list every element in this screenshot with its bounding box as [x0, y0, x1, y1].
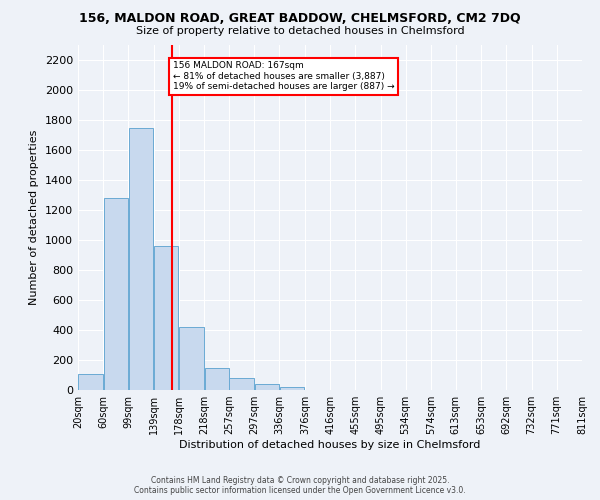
Bar	[154, 246, 178, 390]
Y-axis label: Number of detached properties: Number of detached properties	[29, 130, 40, 305]
Bar	[129, 128, 154, 390]
Bar	[79, 374, 103, 390]
Bar	[229, 378, 254, 390]
Bar	[104, 198, 128, 390]
Text: Size of property relative to detached houses in Chelmsford: Size of property relative to detached ho…	[136, 26, 464, 36]
Text: 156, MALDON ROAD, GREAT BADDOW, CHELMSFORD, CM2 7DQ: 156, MALDON ROAD, GREAT BADDOW, CHELMSFO…	[79, 12, 521, 26]
Bar	[205, 368, 229, 390]
Text: Contains HM Land Registry data © Crown copyright and database right 2025.
Contai: Contains HM Land Registry data © Crown c…	[134, 476, 466, 495]
Text: 156 MALDON ROAD: 167sqm
← 81% of detached houses are smaller (3,887)
19% of semi: 156 MALDON ROAD: 167sqm ← 81% of detache…	[173, 62, 395, 92]
Bar	[280, 387, 304, 390]
X-axis label: Distribution of detached houses by size in Chelmsford: Distribution of detached houses by size …	[179, 440, 481, 450]
Bar	[255, 384, 279, 390]
Bar	[179, 327, 204, 390]
